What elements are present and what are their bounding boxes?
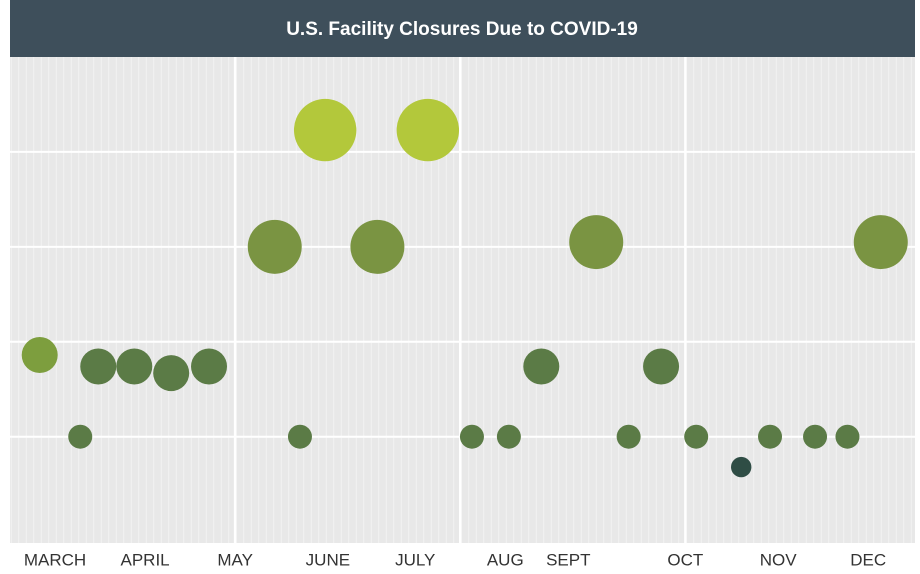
x-tick-label: JULY	[395, 550, 435, 569]
bubble	[803, 424, 828, 449]
bubble	[396, 98, 460, 162]
x-tick-label: JUNE	[306, 550, 350, 569]
x-tick-label: OCT	[667, 550, 703, 569]
x-tick-label: MARCH	[24, 550, 86, 569]
bubble	[758, 424, 783, 449]
bubble	[853, 215, 908, 270]
bubble	[496, 424, 521, 449]
x-tick-label: MAY	[217, 550, 253, 569]
bubble	[191, 348, 228, 385]
x-tick-label: NOV	[760, 550, 798, 569]
bubble	[116, 348, 153, 385]
bubble	[287, 424, 312, 449]
bubble	[21, 337, 58, 374]
bubble	[68, 424, 93, 449]
bubble	[350, 219, 405, 274]
bubble	[293, 98, 357, 162]
bubble	[459, 424, 484, 449]
bubble	[569, 215, 624, 270]
x-tick-label: APRIL	[121, 550, 170, 569]
title-bar	[10, 0, 915, 57]
chart-title: U.S. Facility Closures Due to COVID-19	[286, 19, 638, 40]
bubble	[247, 219, 302, 274]
bubble	[731, 456, 752, 478]
x-tick-label: SEPT	[546, 550, 590, 569]
bubble	[153, 355, 190, 392]
bubble	[684, 424, 709, 449]
bubble	[835, 424, 860, 449]
x-tick-label: AUG	[487, 550, 524, 569]
bubble	[523, 348, 560, 385]
bubble	[616, 424, 641, 449]
bubble	[80, 348, 117, 385]
x-tick-label: DEC	[850, 550, 886, 569]
bubble	[643, 348, 680, 385]
plot-area	[10, 57, 915, 543]
